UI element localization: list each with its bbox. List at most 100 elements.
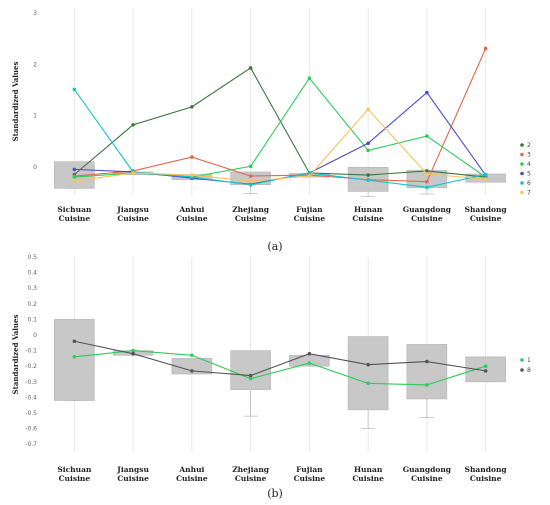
category-label-a-0: Sichuan Cuisine bbox=[57, 205, 92, 223]
series-point-a-4-5 bbox=[366, 148, 370, 153]
box-b-2 bbox=[171, 358, 213, 375]
series-point-a-6-0 bbox=[72, 87, 77, 92]
legend-label-a-7: 7 bbox=[527, 190, 531, 197]
box-b-6 bbox=[406, 344, 448, 400]
category-label-a-5: Hunan Cuisine bbox=[352, 205, 384, 223]
series-point-a-7-6 bbox=[425, 172, 429, 176]
category-label-b-1: Jiangsu Cuisine bbox=[116, 465, 149, 483]
category-label-line-a-4-0: Fujian bbox=[296, 205, 323, 214]
series-line-b-8 bbox=[74, 340, 486, 377]
y-tick-label-b-10: -0.5 bbox=[25, 410, 37, 417]
legend-label-a-6: 6 bbox=[527, 180, 531, 187]
y-tick-label-b-8: -0.3 bbox=[25, 379, 37, 386]
series-point-a-2-6 bbox=[425, 169, 429, 173]
series-point-a-6-6 bbox=[425, 185, 429, 190]
series-point-a-4-0 bbox=[72, 175, 77, 179]
series-line-a-7 bbox=[74, 108, 486, 182]
series-point-b-1-4 bbox=[307, 361, 312, 365]
category-label-b-4: Fujian Cuisine bbox=[294, 465, 326, 483]
series-point-a-4-3 bbox=[248, 164, 253, 169]
category-label-b-7: Shandong Cuisine bbox=[465, 465, 508, 483]
category-label-line-a-0-0: Sichuan bbox=[57, 205, 92, 214]
y-tick-label-b-6: -0.1 bbox=[25, 348, 37, 355]
y-tick-label-a-1: 1 bbox=[33, 113, 37, 120]
category-label-line-a-1-1: Cuisine bbox=[117, 214, 149, 223]
series-point-b-8-4 bbox=[307, 351, 312, 356]
series-point-a-2-2 bbox=[190, 105, 194, 109]
category-label-line-a-5-0: Hunan bbox=[354, 205, 383, 214]
category-label-b-3: Zhejiang Cuisine bbox=[232, 465, 270, 483]
legend-marker-b-8 bbox=[520, 368, 524, 372]
series-point-b-8-6 bbox=[425, 359, 429, 364]
series-point-b-1-5 bbox=[366, 381, 370, 386]
category-label-a-4: Fujian Cuisine bbox=[294, 205, 326, 223]
category-label-line-b-6-1: Cuisine bbox=[411, 474, 443, 483]
y-axis-label-b: Standardized Values bbox=[11, 315, 20, 395]
series-point-a-7-3 bbox=[248, 179, 253, 183]
series-point-b-8-0 bbox=[72, 339, 77, 344]
series-point-b-1-1 bbox=[131, 348, 135, 353]
series-point-a-4-6 bbox=[425, 134, 429, 138]
series-point-a-7-0 bbox=[72, 179, 77, 183]
category-label-line-a-7-1: Cuisine bbox=[470, 214, 502, 223]
y-tick-label-b-0: 0.5 bbox=[27, 254, 37, 261]
category-label-b-2: Anhui Cuisine bbox=[176, 465, 208, 483]
category-label-line-b-7-0: Shandong bbox=[465, 465, 508, 474]
category-label-b-0: Sichuan Cuisine bbox=[57, 465, 92, 483]
series-point-a-4-4 bbox=[307, 76, 312, 80]
category-label-line-b-3-0: Zhejiang bbox=[232, 465, 270, 474]
legend-label-a-4: 4 bbox=[527, 161, 531, 168]
series-point-b-8-3 bbox=[248, 373, 253, 378]
series-point-a-3-2 bbox=[190, 155, 194, 159]
series-point-b-1-7 bbox=[483, 364, 488, 369]
category-label-line-b-5-0: Hunan bbox=[354, 465, 383, 474]
legend-label-a-5: 5 bbox=[527, 171, 531, 178]
series-point-b-8-5 bbox=[366, 362, 370, 367]
series-point-a-7-7 bbox=[483, 177, 488, 181]
series-point-a-3-3 bbox=[248, 174, 253, 178]
category-label-line-b-7-1: Cuisine bbox=[470, 474, 502, 483]
category-label-a-7: Shandong Cuisine bbox=[465, 205, 508, 223]
y-tick-label-a-3: 3 bbox=[33, 10, 37, 17]
category-label-line-b-0-1: Cuisine bbox=[59, 474, 91, 483]
series-point-b-8-7 bbox=[483, 369, 488, 373]
series-point-b-8-1 bbox=[131, 351, 135, 356]
legend-label-b-8: 8 bbox=[527, 367, 531, 374]
category-label-line-a-3-0: Zhejiang bbox=[232, 205, 270, 214]
y-tick-label-a-2: 2 bbox=[33, 61, 37, 68]
y-tick-label-b-7: -0.2 bbox=[25, 363, 37, 370]
category-label-line-b-4-1: Cuisine bbox=[294, 474, 326, 483]
legend-marker-a-4 bbox=[520, 162, 524, 166]
legend-label-a-3: 3 bbox=[527, 152, 531, 159]
category-label-line-b-3-1: Cuisine bbox=[235, 474, 267, 483]
y-axis-label-a: Standardized Values bbox=[11, 62, 20, 142]
category-label-line-a-1-0: Jiangsu bbox=[116, 205, 149, 214]
panel-label-b: (b) bbox=[267, 487, 283, 500]
series-point-a-6-7 bbox=[483, 172, 488, 177]
series-point-a-3-6 bbox=[425, 179, 429, 184]
category-label-line-b-6-0: Guangdong bbox=[403, 465, 452, 474]
category-label-line-a-7-0: Shandong bbox=[465, 205, 508, 214]
chart-panel-b: 0.5 0.4 0.3 0.2 0.1 0 -0.1 -0.2 -0.3 -0.4 -0.5 -0.6… bbox=[11, 254, 531, 500]
series-line-a-2 bbox=[74, 67, 486, 178]
series-point-a-6-3 bbox=[248, 182, 253, 187]
category-label-line-a-3-1: Cuisine bbox=[235, 214, 267, 223]
category-label-b-5: Hunan Cuisine bbox=[352, 465, 384, 483]
series-line-a-4 bbox=[74, 77, 486, 178]
series-point-b-1-3 bbox=[248, 376, 253, 381]
y-tick-label-b-3: 0.2 bbox=[27, 301, 37, 308]
category-label-line-b-2-0: Anhui bbox=[178, 465, 204, 474]
y-tick-label-b-5: 0 bbox=[33, 332, 37, 339]
legend-marker-b-1 bbox=[520, 358, 524, 362]
series-point-a-5-5 bbox=[366, 141, 370, 146]
legend-marker-a-3 bbox=[520, 152, 524, 157]
legend-marker-a-5 bbox=[520, 171, 524, 176]
series-point-b-1-0 bbox=[72, 355, 77, 359]
category-label-line-b-1-1: Cuisine bbox=[117, 474, 149, 483]
y-tick-label-b-1: 0.4 bbox=[27, 270, 37, 277]
legend-marker-a-6 bbox=[520, 181, 524, 185]
category-label-line-a-2-1: Cuisine bbox=[176, 214, 208, 223]
category-label-line-b-5-1: Cuisine bbox=[352, 474, 384, 483]
series-line-b-1 bbox=[74, 350, 486, 386]
